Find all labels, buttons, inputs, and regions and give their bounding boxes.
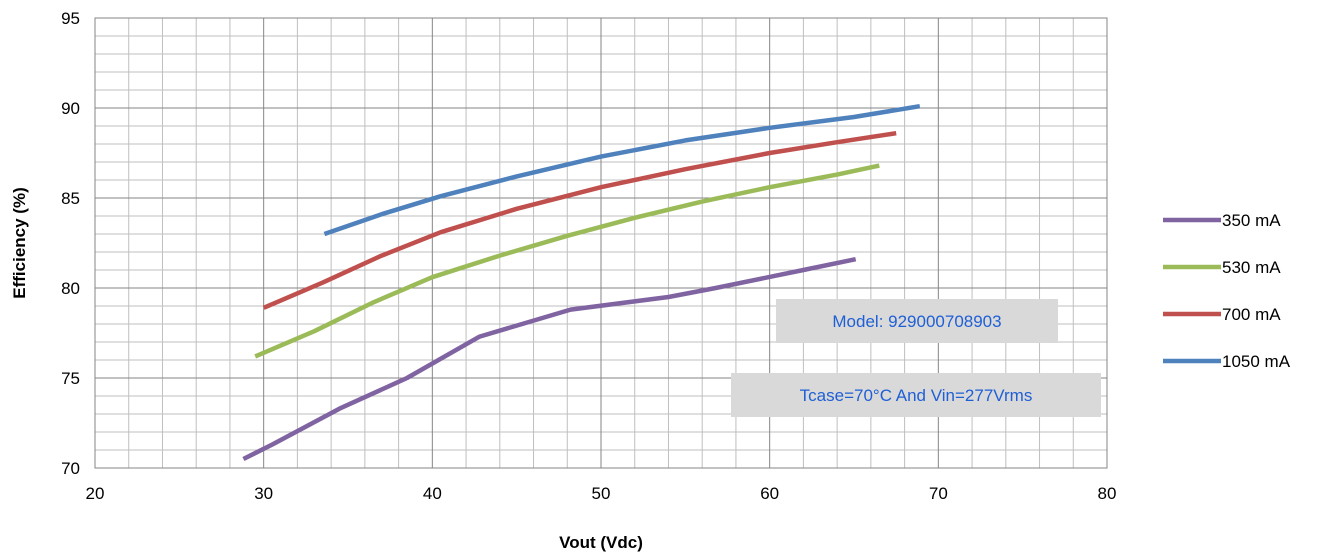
x-tick-label: 50 [592,484,611,503]
legend-item-700-ma: 700 mA [1163,305,1281,324]
y-tick-label: 75 [61,369,80,388]
y-tick-label: 95 [61,9,80,28]
x-axis-tick-labels: 20 30 40 50 60 70 80 [86,484,1117,503]
legend-label: 700 mA [1222,305,1281,324]
y-tick-label: 80 [61,279,80,298]
x-tick-label: 70 [929,484,948,503]
x-tick-label: 20 [86,484,105,503]
y-tick-label: 85 [61,189,80,208]
x-tick-label: 30 [254,484,273,503]
annotation-conditions-text: Tcase=70°C And Vin=277Vrms [800,386,1033,405]
legend-item-1050-ma: 1050 mA [1163,352,1291,371]
series-lines [242,103,921,462]
annotation-model-box [776,299,1058,343]
legend-item-350-ma: 350 mA [1163,211,1281,230]
series-line-530-ma [254,163,880,359]
series-line-700-ma [262,130,897,310]
y-axis-title: Efficiency (%) [10,187,29,298]
x-tick-label: 80 [1098,484,1117,503]
x-tick-label: 40 [423,484,442,503]
legend-label: 1050 mA [1222,352,1291,371]
plot-area-frame [94,17,1108,469]
series-line-350-ma [242,256,857,462]
annotation-model-text: Model: 929000708903 [832,312,1001,331]
legend-label: 350 mA [1222,211,1281,230]
annotation-conditions-box [731,373,1101,417]
legend-item-530-ma: 530 mA [1163,258,1281,277]
annotation-conditions: Tcase=70°C And Vin=277Vrms [731,373,1101,417]
series-line-1050-ma [323,103,921,237]
y-tick-label: 90 [61,99,80,118]
x-axis-title: Vout (Vdc) [559,533,643,552]
annotation-model: Model: 929000708903 [776,299,1058,343]
legend: 350 mA 530 mA 700 mA 1050 mA [1163,211,1291,371]
x-tick-label: 60 [760,484,779,503]
y-tick-label: 70 [61,459,80,478]
legend-label: 530 mA [1222,258,1281,277]
y-axis-tick-labels: 70 75 80 85 90 95 [61,9,80,478]
